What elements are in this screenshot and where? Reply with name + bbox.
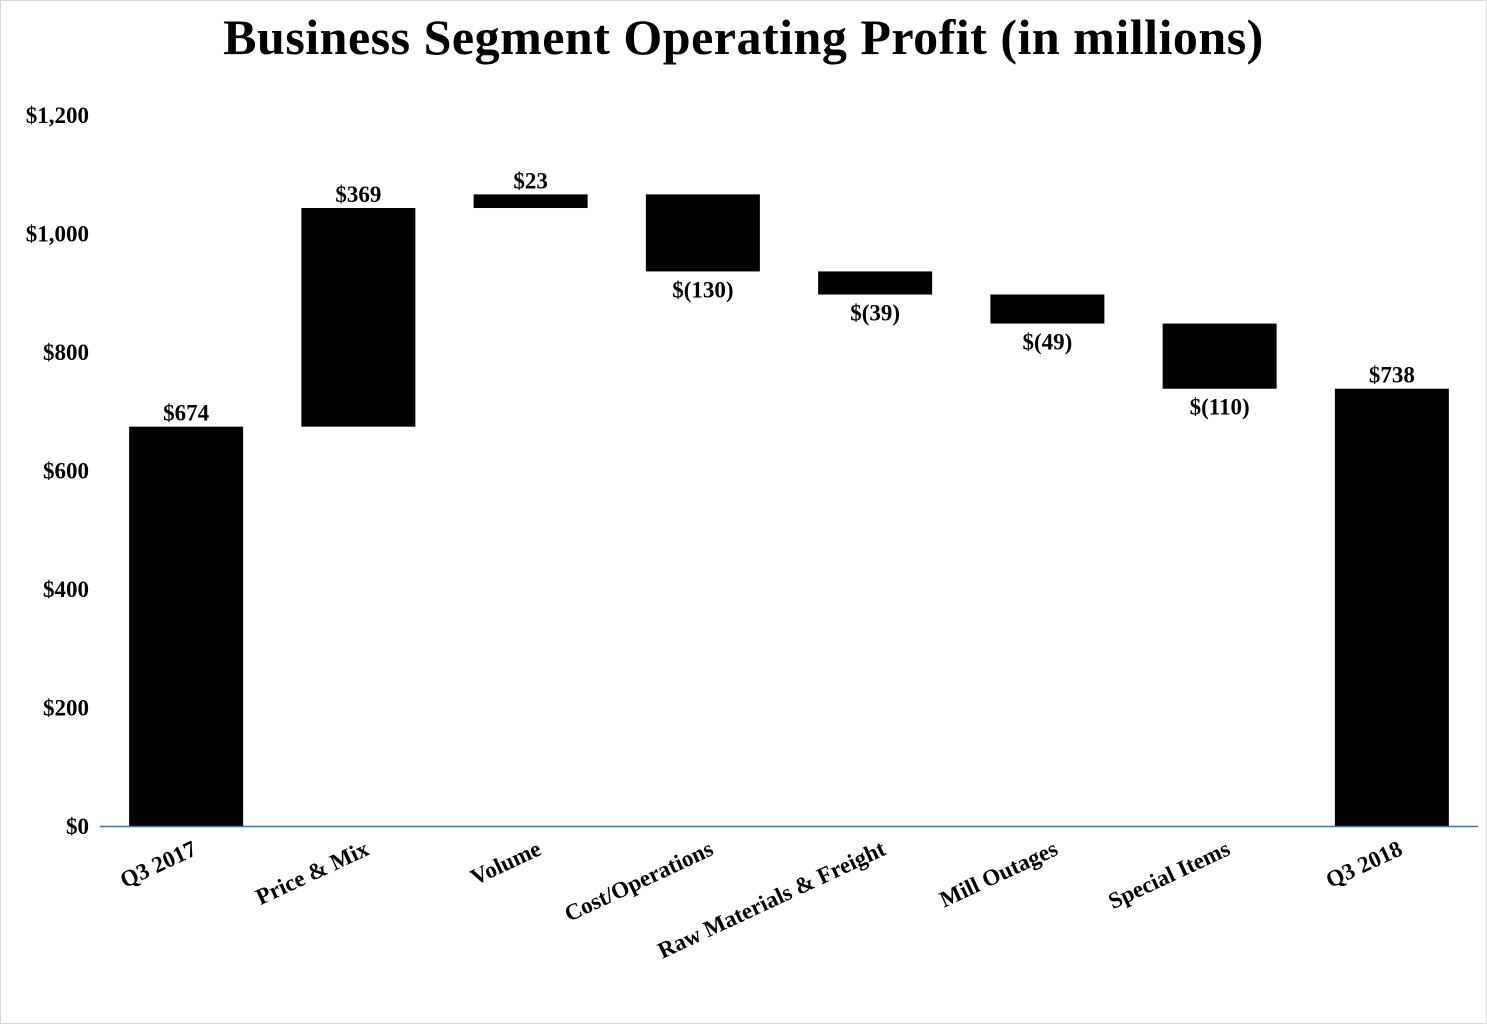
y-tick-label: $1,200 — [26, 103, 89, 128]
x-tick-label: Mill Outages — [936, 836, 1062, 912]
x-tick-label: Q3 2018 — [1322, 836, 1406, 893]
data-labels: $674 $369 $23 $(130) $(39) $(49) $(110) $738 — [163, 168, 1415, 425]
data-label: $(39) — [850, 301, 900, 326]
data-label: $738 — [1369, 363, 1415, 388]
chart-title: Business Segment Operating Profit (in mi… — [223, 9, 1264, 65]
bar-q3-2017 — [129, 426, 244, 826]
y-axis: $0 $200 $400 $600 $800 $1,000 $1,200 — [26, 103, 89, 839]
bar-q3-2018 — [1334, 388, 1449, 826]
y-tick-label: $200 — [43, 696, 89, 721]
bar-price-mix — [301, 208, 416, 427]
data-label: $674 — [163, 401, 210, 426]
y-tick-label: $600 — [43, 459, 89, 484]
x-tick-label: Q3 2017 — [116, 836, 200, 893]
bar-special-items — [1162, 323, 1277, 389]
bar-cost-operations — [645, 194, 760, 272]
x-tick-label: Price & Mix — [252, 836, 373, 910]
y-tick-label: $1,000 — [26, 222, 89, 247]
data-label: $23 — [513, 168, 548, 193]
bar-mill-outages — [990, 294, 1105, 324]
bars — [129, 194, 1449, 826]
x-tick-label: Volume — [467, 836, 545, 890]
x-axis-labels: Q3 2017 Price & Mix Volume Cost/OperationsR… — [116, 836, 1406, 964]
data-label: $(130) — [672, 277, 733, 302]
bar-raw-materials-freight — [818, 271, 933, 295]
data-label: $(110) — [1190, 395, 1250, 420]
y-tick-label: $400 — [43, 577, 89, 602]
x-tick-label: Special Items — [1104, 836, 1233, 914]
data-label: $(49) — [1022, 330, 1072, 355]
bar-volume — [473, 194, 588, 209]
data-label: $369 — [335, 182, 381, 207]
x-tick-label: Cost/Operations — [561, 836, 718, 927]
y-tick-label: $0 — [66, 814, 89, 839]
y-tick-label: $800 — [43, 340, 89, 365]
